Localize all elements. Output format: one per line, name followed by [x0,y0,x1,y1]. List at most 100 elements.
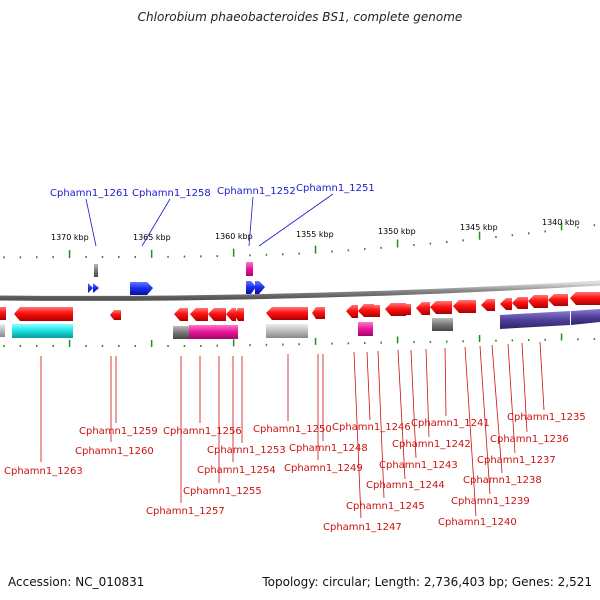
scale-tick [282,343,284,346]
gene-arrow-red [174,308,188,321]
scale-tick [495,236,497,238]
scale-tick [150,340,153,347]
leader-line [521,342,528,433]
scale-tick [101,345,104,347]
scale-tick [528,339,530,342]
scale-tick [216,344,218,347]
gene-arrow-red [358,304,374,317]
scale-tick [593,224,596,227]
scale-tick [560,333,563,341]
gene-arrow-red [402,304,411,315]
scale-tick [36,256,38,259]
gene-label-cphamn1-1247: Cphamn1_1247 [323,522,402,533]
scale-tick [396,239,399,248]
gene-label-cphamn1-1242: Cphamn1_1242 [392,439,471,450]
scale-tick [446,241,448,243]
scale-tick [167,345,169,347]
scale-tick [347,249,350,252]
scale-tick [68,340,71,347]
scale-tick [249,344,251,347]
gene-arrow-red [208,308,226,321]
scale-tick [314,337,317,345]
scale-tick [544,338,546,341]
leader-line [353,351,362,519]
scale-tick [511,339,514,342]
gene-arrow-red [190,308,208,321]
leader-line [464,346,477,517]
leader-line [479,345,491,495]
scale-tick [413,244,415,246]
gene-label-cphamn1-1241: Cphamn1_1241 [411,418,490,429]
gene-label-cphamn1-1243: Cphamn1_1243 [379,460,458,471]
scale-tick [249,254,251,257]
scale-tick [183,345,186,347]
gene-label-cphamn1-1250: Cphamn1_1250 [253,424,332,435]
scale-tick [85,345,87,347]
gene-box-gray [173,326,189,339]
gene-label-cphamn1-1259: Cphamn1_1259 [79,426,158,437]
gene-arrow-blue [255,281,265,294]
gene-arrow-red [226,308,236,321]
gene-label-cphamn1-1248: Cphamn1_1248 [289,443,368,454]
scale-tick [380,341,382,344]
gene-arrow-red [115,310,121,320]
scale-tick [364,342,366,344]
gene-arrow-blue [130,282,153,295]
gene-box-magenta [189,325,238,339]
kbp-label: 1350 kbp [378,227,416,236]
scale-tick [19,345,22,347]
leader-line [397,349,406,480]
scale-tick [68,250,71,259]
gene-arrow-red [481,299,495,311]
kbp-label: 1345 kbp [460,223,498,232]
scale-tick [544,230,546,233]
kbp-label: 1340 kbp [542,218,580,227]
leader-line [444,347,447,417]
scale-tick [85,256,87,258]
scale-tick [52,345,54,347]
gene-label-cphamn1-1236: Cphamn1_1236 [490,434,569,445]
gene-label-cphamn1-1261: Cphamn1_1261 [50,188,129,199]
leader-line [141,198,171,247]
kbp-label: 1355 kbp [296,230,334,239]
gene-box-magenta [246,262,253,276]
gene-arrow-red [453,300,476,313]
scale-tick [511,234,514,237]
gene-label-cphamn1-1260: Cphamn1_1260 [75,446,154,457]
genome-backbone [0,280,600,301]
gene-box-purple [571,309,600,325]
scale-tick [380,246,382,249]
gene-arrow-red [385,303,406,316]
gene-label-cphamn1-1235: Cphamn1_1235 [507,412,586,423]
scale-tick [52,256,54,259]
scale-tick [298,343,300,346]
scale-tick [200,345,202,347]
scale-tick [331,342,333,345]
gene-arrow-red [570,292,600,305]
scale-tick [167,255,169,258]
scale-tick [429,340,432,343]
scale-tick [298,252,300,255]
scale-tick [413,341,415,344]
gene-arrow-blue [88,283,93,293]
scale-tick [36,345,38,347]
leader-line [248,196,254,247]
scale-ticks-bottom [3,333,596,347]
gene-box-magenta [358,322,373,336]
gene-arrow-red [266,307,308,320]
kbp-label: 1370 kbp [51,233,89,242]
scale-tick [495,339,497,342]
gene-label-cphamn1-1245: Cphamn1_1245 [346,501,425,512]
leader-line [491,344,503,474]
scale-tick [528,232,530,235]
gene-arrow-red [110,310,118,320]
kbp-label: 1360 kbp [215,232,253,241]
leader-line [366,351,371,421]
gene-box-cyan [12,324,73,338]
scale-tick [200,255,202,258]
scale-ticks-top [3,222,596,259]
gene-arrow-red [548,294,568,306]
scale-tick [265,343,268,346]
